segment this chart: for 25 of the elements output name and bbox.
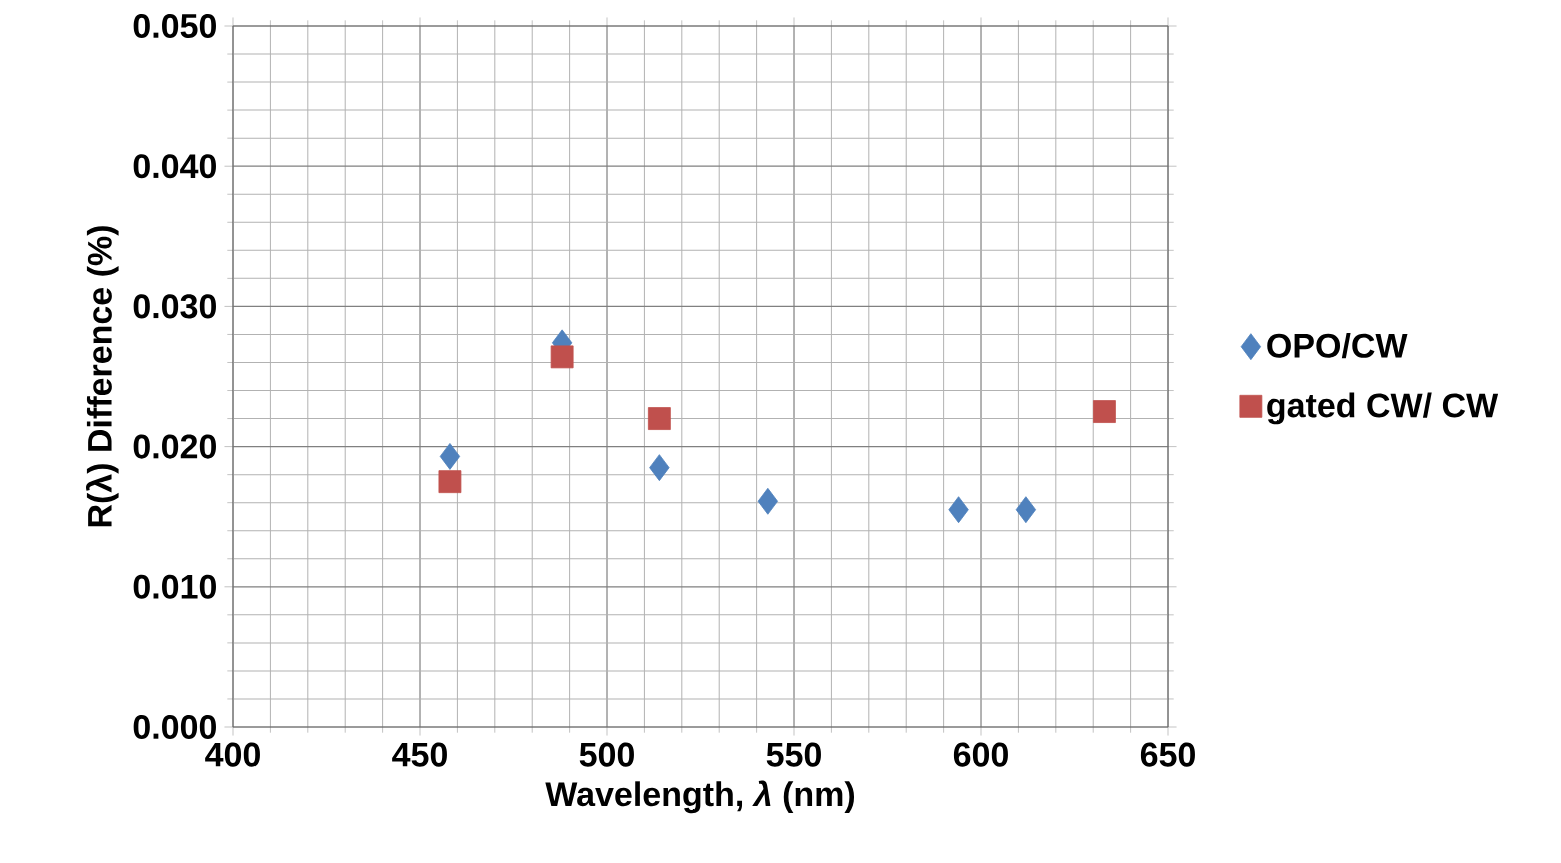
x-axis-title: Wavelength, λ (nm) bbox=[545, 780, 855, 814]
x-tick-label: 450 bbox=[392, 742, 447, 767]
point bbox=[439, 443, 461, 470]
x-tick-label: 550 bbox=[766, 742, 821, 767]
y-tick-label: 0.040 bbox=[133, 154, 216, 179]
point bbox=[438, 470, 462, 494]
y-tick-label: 0.050 bbox=[133, 13, 216, 39]
x-tick-label: 400 bbox=[205, 742, 260, 767]
y-tick-label: 0.000 bbox=[133, 714, 216, 740]
y-tick-label: 0.030 bbox=[133, 294, 216, 319]
point bbox=[550, 345, 574, 369]
x-tick-label: 500 bbox=[579, 742, 634, 767]
point bbox=[757, 487, 778, 515]
y-tick-label: 0.010 bbox=[133, 574, 216, 599]
y-tick-label: 0.020 bbox=[133, 434, 216, 459]
x-tick-label: 600 bbox=[953, 742, 1008, 767]
point bbox=[647, 407, 671, 430]
point bbox=[649, 454, 670, 482]
point bbox=[1093, 400, 1116, 423]
x-tick-label: 650 bbox=[1140, 742, 1195, 767]
legend-label: OPO/CW bbox=[1267, 332, 1408, 359]
y-axis-title: R(λ) Difference (%) bbox=[86, 226, 119, 527]
point bbox=[948, 496, 969, 524]
legend-label: gated CW/ CW bbox=[1267, 392, 1499, 425]
point bbox=[1015, 496, 1037, 524]
